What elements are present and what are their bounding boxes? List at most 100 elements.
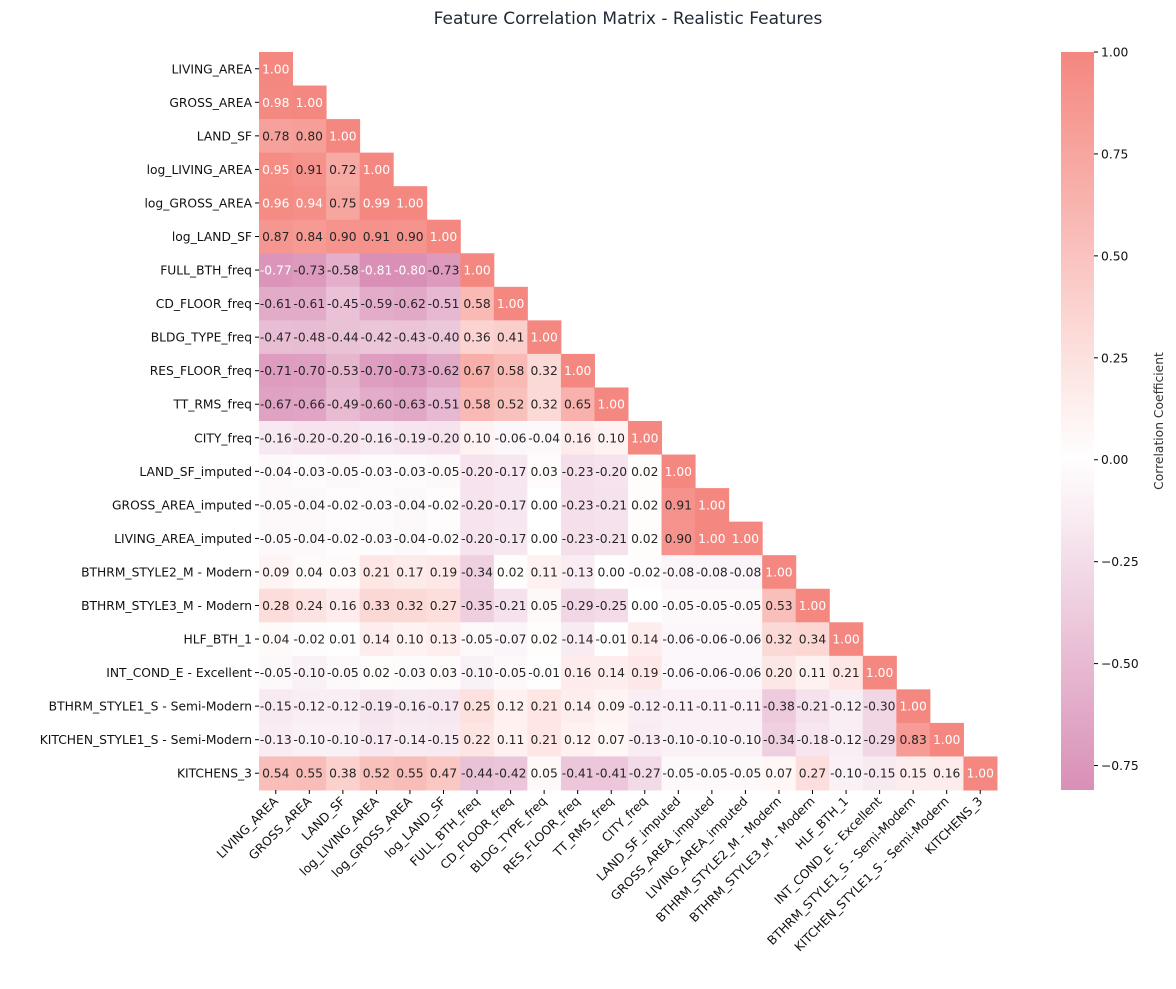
- heatmap-cell: [426, 588, 461, 623]
- cell-value-label: 1.00: [598, 398, 625, 412]
- cell-value-label: 0.28: [262, 599, 289, 613]
- heatmap-cell: [292, 186, 327, 221]
- heatmap-cell: [460, 320, 495, 355]
- heatmap-cell: [292, 119, 327, 154]
- cell-value-label: -0.04: [260, 465, 292, 479]
- cell-value-label: -0.58: [327, 264, 359, 278]
- heatmap-cell: [426, 521, 461, 556]
- heatmap-cell: [862, 722, 897, 757]
- cell-value-label: 0.53: [765, 599, 792, 613]
- cell-value-label: -0.51: [428, 297, 460, 311]
- heatmap-cell: [594, 722, 629, 757]
- cell-value-label: -0.06: [696, 666, 728, 680]
- heatmap-cell: [359, 286, 394, 321]
- cell-value-label: -0.05: [495, 666, 527, 680]
- cell-value-label: 0.84: [296, 230, 324, 244]
- cell-value-label: 0.27: [430, 599, 457, 613]
- cell-value-label: -0.02: [293, 633, 325, 647]
- heatmap-cell: [628, 488, 663, 523]
- heatmap-cell: [393, 588, 428, 623]
- cell-value-label: -0.10: [293, 733, 325, 747]
- cell-value-label: 0.55: [396, 767, 423, 781]
- heatmap-cell: [393, 454, 428, 489]
- cell-value-label: -0.05: [260, 666, 292, 680]
- heatmap-cell: [728, 555, 763, 590]
- cell-value-label: 0.27: [799, 767, 826, 781]
- cell-value-label: -0.34: [763, 733, 795, 747]
- cell-value-label: 0.75: [329, 196, 356, 210]
- heatmap-cell: [628, 689, 663, 724]
- cell-value-label: -0.13: [562, 565, 594, 579]
- heatmap-cell: [259, 454, 294, 489]
- heatmap-cell: [661, 622, 696, 657]
- cell-value-label: -0.14: [562, 633, 594, 647]
- cell-value-label: -0.77: [260, 264, 292, 278]
- heatmap-cell: [527, 756, 562, 791]
- heatmap-cell: [292, 152, 327, 187]
- heatmap-cell: [460, 555, 495, 590]
- y-tick-label: log_LIVING_AREA: [147, 163, 253, 177]
- cell-value-label: -0.43: [394, 331, 426, 345]
- cell-value-label: -0.05: [729, 767, 761, 781]
- cell-value-label: 1.00: [933, 733, 960, 747]
- cell-value-label: 1.00: [866, 666, 893, 680]
- heatmap-cell: [560, 421, 595, 456]
- heatmap-cell: [426, 219, 461, 254]
- colorbar-tick-label: 0.25: [1101, 351, 1128, 365]
- heatmap-cell: [762, 622, 797, 657]
- heatmap-cell: [393, 655, 428, 690]
- heatmap-cell: [359, 555, 394, 590]
- y-tick-label: LIVING_AREA: [171, 62, 252, 76]
- heatmap-cell: [728, 722, 763, 757]
- heatmap-cell: [359, 588, 394, 623]
- heatmap-cell: [560, 689, 595, 724]
- cell-value-label: 0.14: [598, 666, 626, 680]
- cell-value-label: -0.14: [394, 733, 426, 747]
- heatmap-cell: [493, 421, 528, 456]
- cell-value-label: -0.34: [461, 565, 493, 579]
- heatmap-cell: [695, 689, 730, 724]
- cell-value-label: 0.02: [497, 565, 524, 579]
- cell-value-label: -0.27: [629, 767, 661, 781]
- heatmap-cell: [460, 253, 495, 288]
- heatmap-cell: [259, 555, 294, 590]
- colorbar-tick-label: −0.75: [1101, 759, 1139, 773]
- cell-value-label: -0.51: [428, 398, 460, 412]
- heatmap-cell: [661, 689, 696, 724]
- heatmap-cell: [359, 488, 394, 523]
- heatmap-cell: [259, 320, 294, 355]
- heatmap-cell: [594, 655, 629, 690]
- heatmap-cell: [393, 286, 428, 321]
- cell-value-label: -0.60: [360, 398, 392, 412]
- cell-value-label: -0.08: [662, 565, 694, 579]
- heatmap-cell: [628, 555, 663, 590]
- cell-value-label: 1.00: [631, 431, 658, 445]
- heatmap-cell: [326, 756, 361, 791]
- heatmap-cell: [359, 152, 394, 187]
- cell-value-label: -0.05: [662, 599, 694, 613]
- heatmap-cell: [795, 756, 830, 791]
- cell-value-label: 1.00: [832, 633, 859, 647]
- cell-value-label: -0.10: [461, 666, 493, 680]
- cell-value-label: -0.53: [327, 364, 359, 378]
- colorbar-tick-label: 1.00: [1101, 46, 1128, 60]
- cell-value-label: -0.12: [830, 700, 862, 714]
- heatmap-cell: [527, 454, 562, 489]
- cell-value-label: 1.00: [430, 230, 457, 244]
- heatmap-cell: [862, 689, 897, 724]
- cell-value-label: -0.04: [293, 532, 325, 546]
- cell-value-label: 1.00: [530, 331, 557, 345]
- heatmap-cell: [628, 756, 663, 791]
- heatmap-cell: [326, 622, 361, 657]
- cell-value-label: 0.90: [665, 532, 692, 546]
- cell-value-label: 0.11: [497, 733, 524, 747]
- heatmap-cell: [393, 186, 428, 221]
- colorbar: [1061, 52, 1094, 790]
- cell-value-label: -0.04: [394, 498, 426, 512]
- cell-value-label: -0.12: [629, 700, 661, 714]
- heatmap-cell: [292, 588, 327, 623]
- cell-value-label: 0.67: [463, 364, 490, 378]
- heatmap-cell: [560, 488, 595, 523]
- colorbar-tick-label: −0.50: [1101, 657, 1139, 671]
- cell-value-label: 0.96: [262, 196, 290, 210]
